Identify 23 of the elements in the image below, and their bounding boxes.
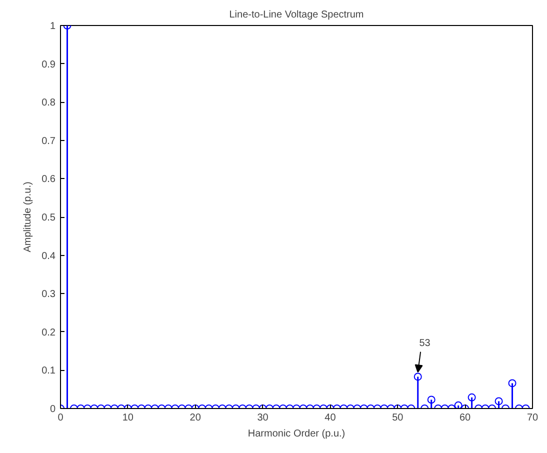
y-tick-label: 0.6 [42,174,56,186]
x-tick-label: 50 [392,412,404,424]
y-tick-label: 0.5 [42,212,56,224]
x-tick-label: 40 [324,412,336,424]
x-tick-label: 70 [526,412,538,424]
x-tick-label: 0 [58,412,64,424]
x-tick-label: 30 [257,412,269,424]
y-tick-label: 0.7 [42,136,56,147]
y-axis-title: Amplitude (p.u.) [22,182,34,252]
annotation: 53 [419,338,431,350]
chart-title: Line-to-Line Voltage Spectrum [229,10,364,20]
y-tick-label: 0.3 [42,289,56,300]
y-tick-label: 1 [50,21,56,32]
x-tick-label: 60 [460,412,472,424]
y-tick-label: 0.8 [42,98,56,109]
y-tick-label: 0 [50,404,56,415]
x-axis-title: Harmonic Order (p.u.) [248,428,346,440]
y-tick-label: 0.4 [42,250,56,262]
x-tick-label: 20 [190,412,202,424]
x-tick-label: 10 [122,412,134,424]
y-tick-label: 0.1 [42,366,56,377]
y-tick-label: 0.2 [42,327,56,338]
y-tick-label: 0.9 [42,59,56,70]
